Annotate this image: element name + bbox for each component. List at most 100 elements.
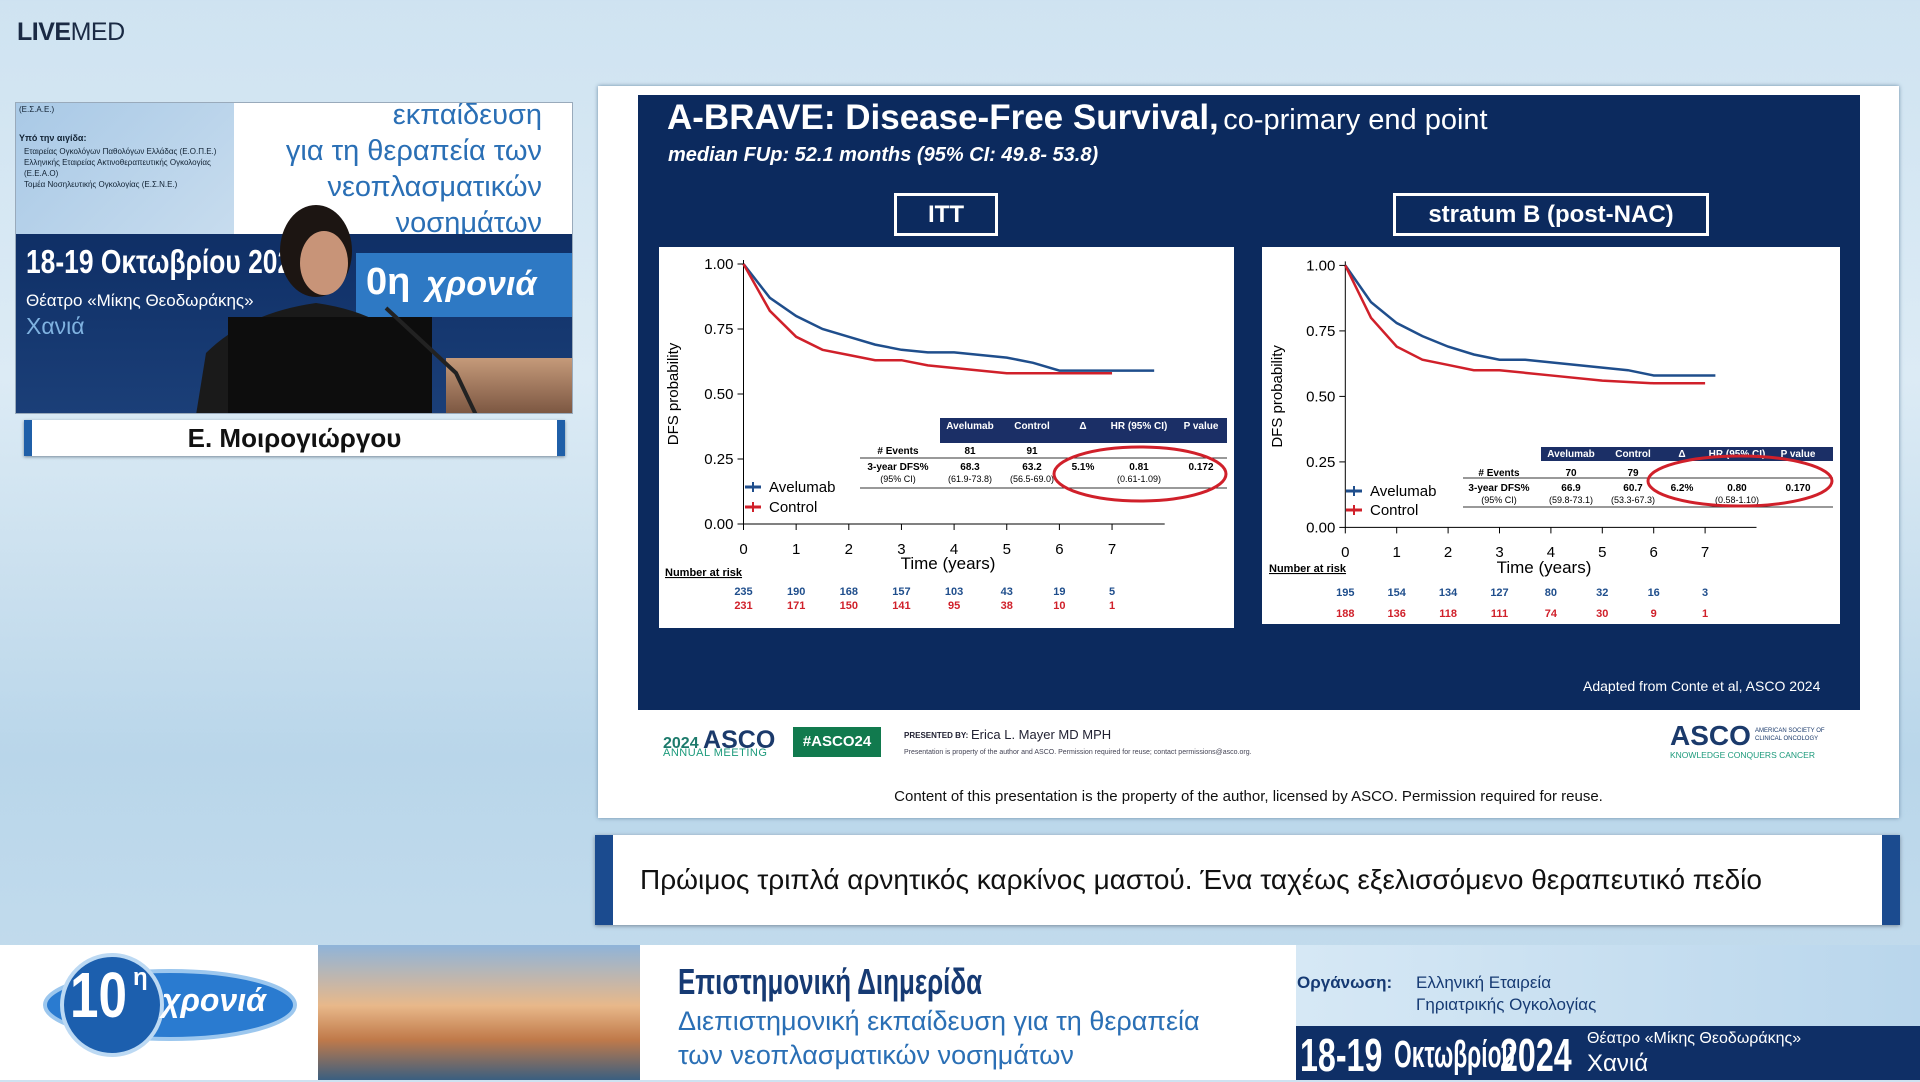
risk-count: 30 <box>1596 608 1608 620</box>
table-cell: 66.9 <box>1561 483 1581 494</box>
speaker-face <box>300 231 348 295</box>
banner-theme: των νεοπλασματικών νοσημάτων <box>678 1040 1074 1070</box>
backdrop-line: νοσημάτων <box>395 207 542 239</box>
backdrop-sponsors: Εταιρείας Ογκολόγων Παθολόγων Ελλάδας (Ε… <box>24 146 224 190</box>
y-tick-label: 0.00 <box>704 516 733 533</box>
risk-count: 9 <box>1651 608 1657 620</box>
banner-photo <box>318 945 640 1080</box>
risk-count: 171 <box>787 600 805 612</box>
asco-meeting: 2024 ASCO <box>663 726 775 755</box>
table-header-bg <box>940 418 1227 443</box>
chart: 0.00 0.25 0.50 0.75 1.00 0 1 2 3 4 5 6 7 Time (years)… <box>659 247 1234 628</box>
copyright: Content of this presentation is the prop… <box>894 788 1603 805</box>
table-row-label: # Events <box>1478 468 1520 479</box>
backdrop-aegis: Υπό την αιγίδα: <box>19 133 87 143</box>
backdrop-line: εκπαίδευση <box>392 102 542 131</box>
risk-count: 141 <box>892 600 910 612</box>
x-tick-label: 4 <box>950 541 958 558</box>
y-tick-label: 0.50 <box>704 386 733 403</box>
video: (Ε.Σ.Α.Ε.) Υπό την αιγίδα: Εταιρείας Ογκ… <box>15 102 573 414</box>
logo-sup: η <box>133 964 148 991</box>
legend-label: Control <box>1370 502 1418 519</box>
table-cell-ci: (53.3-67.3) <box>1611 495 1655 505</box>
table-header: Δ <box>1678 449 1685 460</box>
presented-by: PRESENTED BY: <box>904 731 969 740</box>
table-cell-ci: (59.8-73.1) <box>1549 495 1593 505</box>
y-tick-label: 1.00 <box>704 256 733 273</box>
table-header: HR (95% CI) <box>1709 449 1766 460</box>
risk-count: 38 <box>1001 600 1013 612</box>
table-cell: 81 <box>964 446 976 457</box>
risk-count: 1 <box>1109 600 1115 612</box>
risk-count: 103 <box>945 586 963 598</box>
table-cell: 79 <box>1627 468 1639 479</box>
slide-source: Adapted from Conte et al, ASCO 2024 <box>1583 678 1821 694</box>
banner-date-panel <box>1296 1026 1920 1080</box>
date-month: Οκτωβρίου <box>100 243 241 280</box>
y-axis-label: DFS probability <box>1269 345 1286 448</box>
asco-logo: ASCO <box>1670 720 1751 751</box>
notice: Presentation is property of the author a… <box>904 749 1252 756</box>
table-cell: 68.3 <box>960 462 980 473</box>
table-cell: 0.172 <box>1188 462 1213 473</box>
org: Γηριατρικής Ογκολογίας <box>1416 995 1597 1014</box>
risk-count: 150 <box>840 600 858 612</box>
x-tick-label: 5 <box>1003 541 1011 558</box>
asco-annual: ANNUAL MEETING <box>663 747 768 759</box>
legend-label: Avelumab <box>1370 483 1436 500</box>
x-tick-label: 6 <box>1055 541 1063 558</box>
table-cell: 0.81 <box>1129 462 1149 473</box>
table-cell: 5.1% <box>1072 462 1095 473</box>
podium <box>228 317 432 413</box>
logo-num: 10 <box>70 959 127 1031</box>
risk-count: 118 <box>1439 608 1457 620</box>
risk-count: 195 <box>1336 587 1354 599</box>
km-curve <box>742 263 1113 375</box>
risk-count: 74 <box>1545 608 1558 620</box>
x-tick-label: 5 <box>1598 544 1606 561</box>
x-axis-label: Time (years) <box>901 554 996 573</box>
x-tick-label: 3 <box>1495 544 1503 561</box>
table-cell: 91 <box>1026 446 1038 457</box>
banner-theme: Διεπιστημονική εκπαίδευση για τη θεραπεί… <box>678 1006 1200 1036</box>
sponsor: Τομέα Νοσηλευτικής Ογκολογίας (Ε.Σ.Ν.Ε.) <box>24 180 178 189</box>
x-tick-label: 6 <box>1650 544 1658 561</box>
risk-title: Number at risk <box>665 567 743 579</box>
risk-count: 235 <box>734 586 752 598</box>
slide-title: A-BRAVE: Disease-Free Survival, co-prima… <box>667 98 1488 138</box>
banner-dates: 18-19 <box>1300 1029 1383 1081</box>
panel-label: stratum B (post-NAC) <box>1393 193 1709 236</box>
km-curve <box>742 263 1155 372</box>
x-tick-label: 2 <box>845 541 853 558</box>
logo-word: χρονιά <box>162 982 266 1018</box>
presenter: Erica L. Mayer MD MPH <box>971 727 1112 742</box>
table-header: Control <box>1615 449 1651 460</box>
x-tick-label: 0 <box>739 541 747 558</box>
risk-count: 80 <box>1545 587 1557 599</box>
risk-count: 190 <box>787 586 805 598</box>
org: Ελληνική Εταιρεία <box>1416 973 1552 992</box>
x-tick-label: 7 <box>1701 544 1709 561</box>
panel-label: ITT <box>894 193 998 236</box>
y-tick-label: 0.00 <box>1306 519 1335 536</box>
backdrop-panel <box>16 103 234 234</box>
y-axis-label: DFS probability <box>665 342 682 445</box>
brand-live: LIVE <box>17 18 71 46</box>
risk-count: 32 <box>1596 587 1608 599</box>
table-cell: 0.170 <box>1785 483 1810 494</box>
anniv-box <box>356 253 572 317</box>
risk-count: 231 <box>734 600 752 612</box>
table-header: Δ <box>1079 421 1086 432</box>
x-tick-label: 2 <box>1444 544 1452 561</box>
banner-org-panel <box>1296 945 1920 1026</box>
x-tick-label: 4 <box>1547 544 1555 561</box>
table-row-sublabel: (95% CI) <box>1481 495 1517 505</box>
table-header: P value <box>1781 449 1816 460</box>
speaker-figure <box>196 205 478 413</box>
risk-count: 19 <box>1053 586 1065 598</box>
banner-event: Επιστημονική Διημερίδα <box>678 961 983 1002</box>
legend-label: Control <box>769 499 817 516</box>
logo-circle <box>60 953 164 1057</box>
y-tick-label: 0.25 <box>1306 454 1335 471</box>
backdrop-lines: εκπαίδευση για τη θεραπεία των νεοπλασμα… <box>286 102 542 241</box>
